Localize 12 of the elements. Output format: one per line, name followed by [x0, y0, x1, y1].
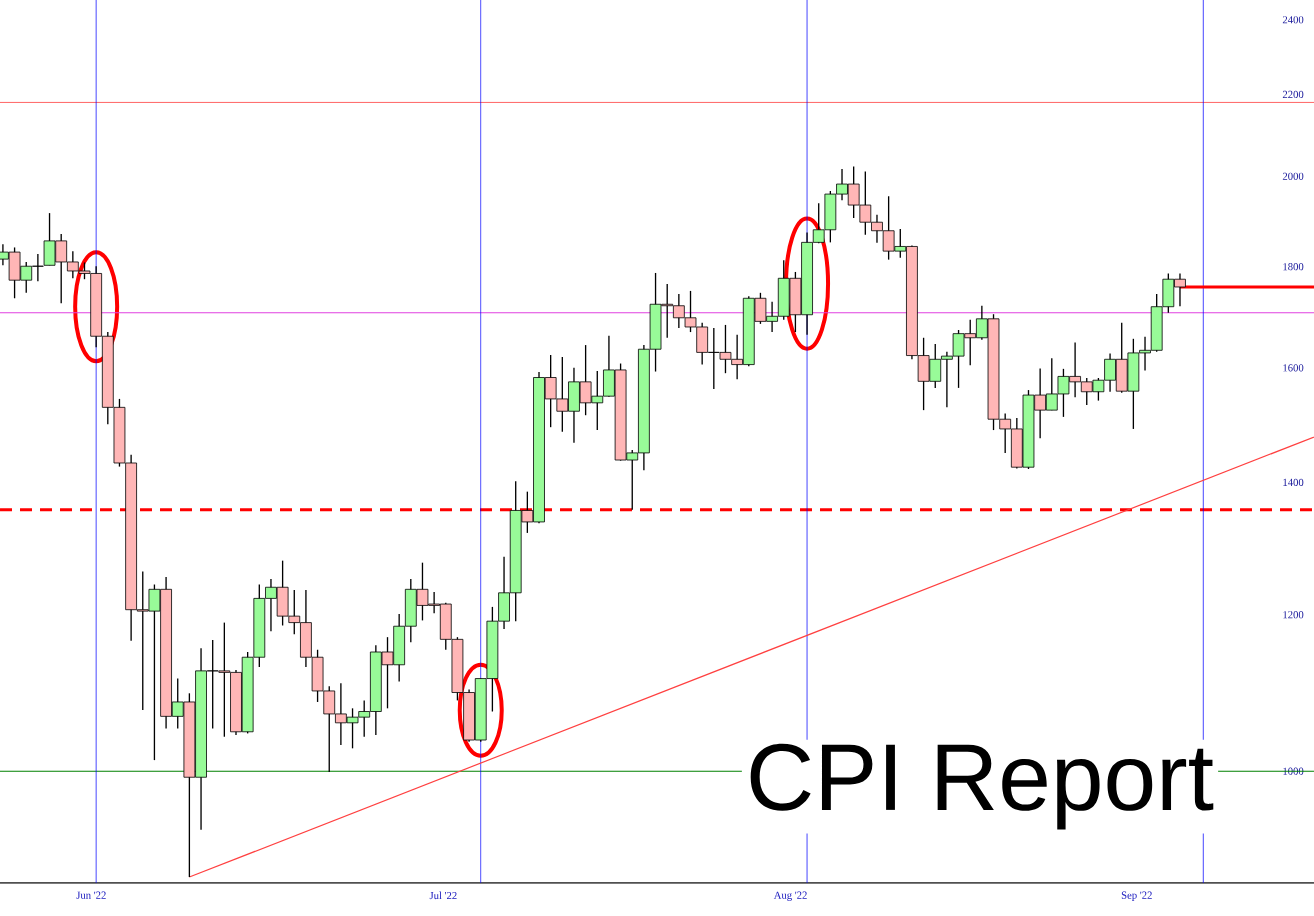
- y-tick-label: 1200: [1283, 611, 1304, 619]
- x-tick-label: Sep '22: [1121, 891, 1152, 901]
- y-tick-label: 1400: [1283, 478, 1304, 486]
- y-tick-label: 2000: [1282, 172, 1304, 180]
- x-tick-label: Jul '22: [429, 891, 457, 900]
- annotation: CPI Report: [750, 743, 1214, 830]
- y-tick-label: 2400: [1282, 16, 1304, 24]
- x-tick-label: Aug '22: [773, 891, 807, 901]
- y-tick-label: 1800: [1283, 263, 1304, 271]
- x-tick-label: Jun '22: [76, 891, 106, 899]
- y-tick-label: 2200: [1282, 90, 1304, 99]
- y-tick-label: 1600: [1283, 364, 1304, 372]
